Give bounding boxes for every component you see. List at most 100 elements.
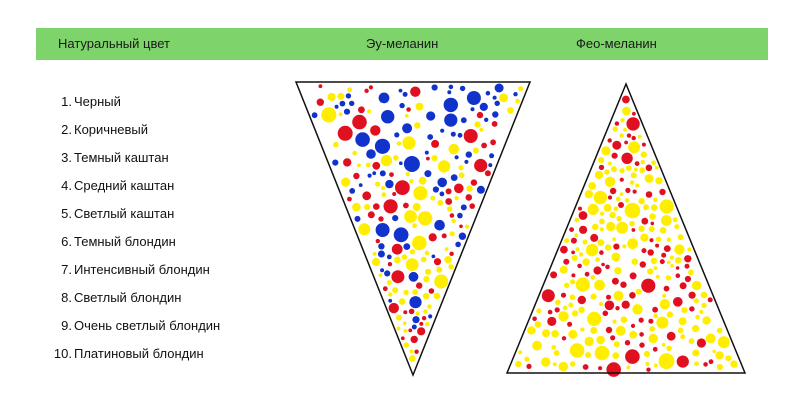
- eumelanin-dot: [426, 111, 436, 121]
- pheomelanin-dot: [610, 335, 616, 341]
- eumelanin-dot: [368, 85, 373, 90]
- shade-item: 8. Светлый блондин: [61, 290, 182, 305]
- pheomelanin-dot: [708, 359, 714, 365]
- pheomelanin-dot: [580, 327, 585, 332]
- pheomelanin-dot: [639, 167, 646, 174]
- pheomelanin-dot: [584, 271, 590, 277]
- eumelanin-dot: [436, 266, 443, 273]
- eumelanin-dot: [444, 255, 452, 264]
- eumelanin-dot: [403, 328, 408, 333]
- shade-item: 5. Светлый каштан: [61, 206, 175, 221]
- shade-item: 4. Средний каштан: [61, 178, 175, 193]
- pheomelanin-dot: [643, 350, 651, 358]
- eumelanin-dot: [333, 141, 339, 148]
- pheomelanin-dot: [624, 340, 631, 346]
- pheomelanin-dot: [689, 306, 695, 312]
- pheomelanin-dot: [601, 146, 611, 156]
- pheomelanin-dot: [527, 326, 536, 335]
- pheomelanin-dot: [688, 338, 695, 345]
- pheomelanin-dot: [659, 227, 667, 234]
- eumelanin-dot: [372, 251, 377, 256]
- pheomelanin-dot: [612, 126, 618, 132]
- pheomelanin-dot: [700, 291, 708, 299]
- pheomelanin-dot: [701, 302, 707, 309]
- eumelanin-dot: [420, 256, 427, 263]
- pheomelanin-dot: [650, 257, 658, 265]
- eumelanin-dot: [386, 280, 392, 286]
- eumelanin-dot: [451, 218, 456, 224]
- pheomelanin-dot: [612, 352, 620, 359]
- pheomelanin-dot: [641, 248, 647, 254]
- pheomelanin-dot: [575, 277, 590, 292]
- pheomelanin-dot: [684, 275, 692, 283]
- eumelanin-dot: [458, 172, 465, 179]
- pheomelanin-dot: [634, 167, 638, 172]
- eumelanin-dot: [401, 254, 408, 260]
- pheomelanin-dot: [707, 297, 713, 303]
- pheomelanin-dot: [596, 335, 605, 345]
- eumelanin-dot: [458, 165, 464, 171]
- pheomelanin-dot: [619, 192, 624, 196]
- pheomelanin-dot: [571, 255, 578, 261]
- eumelanin-dot: [458, 232, 467, 240]
- pheomelanin-dot: [666, 331, 676, 341]
- eumelanin-dot: [374, 138, 391, 154]
- eumelanin-dot: [460, 117, 467, 124]
- eumelanin-dot: [450, 131, 456, 137]
- eumelanin-dot: [378, 243, 385, 250]
- pheomelanin-dot: [647, 268, 654, 275]
- pheomelanin-dot: [620, 316, 628, 324]
- eumelanin-dot: [409, 296, 422, 309]
- eumelanin-dot: [381, 192, 387, 198]
- pheomelanin-triangle: [505, 82, 747, 374]
- eumelanin-dot: [448, 84, 454, 90]
- pheomelanin-dot: [666, 237, 672, 242]
- eumelanin-dot: [367, 211, 375, 219]
- header-bar: Натуральный цвет Эу-меланин Фео-меланин: [36, 28, 768, 60]
- pheomelanin-dot: [648, 226, 655, 233]
- pheomelanin-dot: [675, 266, 680, 270]
- eumelanin-dot: [337, 125, 353, 141]
- pheomelanin-dot: [699, 309, 704, 314]
- eumelanin-dot: [385, 179, 394, 189]
- eumelanin-dot: [437, 199, 444, 206]
- pheomelanin-dot: [606, 221, 616, 232]
- pheomelanin-dot: [638, 225, 645, 232]
- eumelanin-dot: [396, 141, 402, 146]
- eumelanin-dot: [396, 326, 401, 331]
- pheomelanin-dot: [652, 346, 658, 352]
- eumelanin-dot: [441, 233, 447, 239]
- pheomelanin-dot: [601, 262, 605, 267]
- pheomelanin-dot: [621, 152, 633, 164]
- pheomelanin-dot: [628, 141, 641, 154]
- eumelanin-dot: [459, 224, 463, 229]
- pheomelanin-dot: [614, 121, 620, 126]
- eumelanin-dot: [515, 98, 520, 104]
- pheomelanin-dot: [675, 257, 682, 264]
- pheomelanin-dot: [603, 203, 612, 212]
- pheomelanin-dot: [624, 198, 630, 203]
- pheomelanin-dot: [541, 289, 555, 303]
- pheomelanin-dot: [551, 330, 559, 338]
- pheomelanin-dot: [575, 247, 580, 252]
- pheomelanin-dot: [578, 211, 588, 220]
- eumelanin-dot: [358, 183, 363, 188]
- header-eumelanin: Эу-меланин: [366, 36, 439, 51]
- pheomelanin-dot: [663, 245, 671, 253]
- pheomelanin-dots: [515, 95, 738, 377]
- pheomelanin-dot: [578, 306, 585, 313]
- eumelanin-dot: [408, 308, 415, 315]
- pheomelanin-dot: [627, 238, 638, 250]
- pheomelanin-dot: [665, 275, 672, 281]
- eumelanin-dot: [431, 139, 440, 148]
- pheomelanin-dot: [619, 168, 625, 174]
- eumelanin-dot: [445, 188, 452, 195]
- pheomelanin-dot: [585, 243, 599, 257]
- eumelanin-dot: [402, 321, 407, 326]
- eumelanin-dot: [411, 324, 417, 330]
- pheomelanin-dot: [661, 215, 672, 226]
- eumelanin-dot: [409, 179, 414, 184]
- eumelanin-dot: [476, 111, 484, 119]
- eumelanin-dot: [409, 349, 414, 354]
- eumelanin-dot: [405, 172, 410, 177]
